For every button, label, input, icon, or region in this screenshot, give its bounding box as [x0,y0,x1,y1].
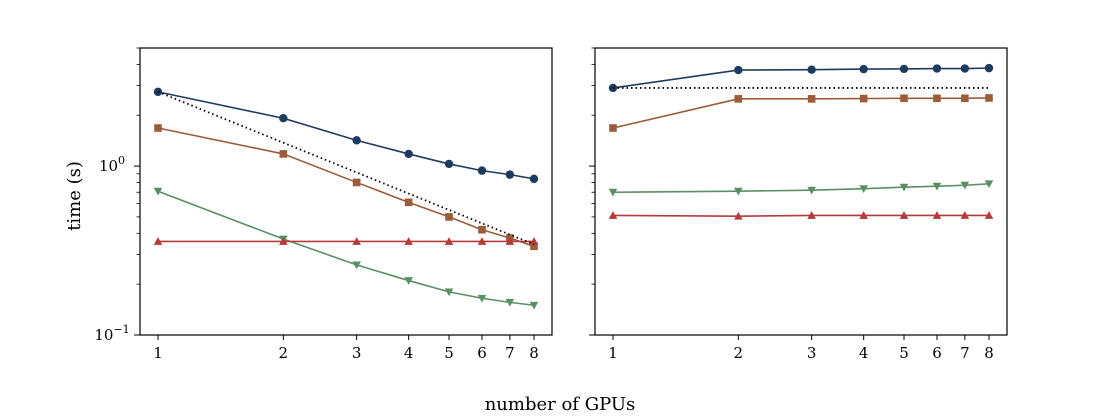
data-point-series-2 [279,150,288,158]
data-point-series-1 [734,65,743,75]
data-point-series-4 [352,237,361,245]
data-point-series-3 [608,188,618,197]
data-point-series-3 [932,182,942,191]
data-point-series-3 [153,187,163,196]
data-point-series-4 [807,211,816,219]
data-point-series-1 [529,174,539,184]
data-point-series-4 [608,211,618,219]
data-point-series-1 [859,64,868,74]
panel-left: 1 2 3 4 5 6 7 8 100 10−1 [94,47,553,362]
x-tick-label: 6 [477,344,487,362]
data-point-series-1 [984,63,994,73]
y-tick-label: 10−1 [94,323,129,344]
data-point-series-2 [445,213,453,221]
data-point-series-2 [900,94,908,103]
data-point-series-3 [984,180,994,189]
series-line-series-1 [612,67,990,89]
x-axis-label: number of GPUs [485,394,636,415]
data-point-series-4 [505,237,515,245]
x-tick-label: 7 [960,344,970,362]
data-point-series-1 [932,64,942,73]
data-point-series-3 [807,186,816,195]
data-point-series-1 [807,65,816,74]
series-line-series-1 [157,91,535,180]
data-point-series-1 [505,170,515,179]
data-point-series-1 [404,149,413,159]
x-tick-label: 3 [352,344,362,362]
data-point-series-4 [734,211,743,220]
data-point-series-4 [529,237,539,245]
data-point-series-3 [859,185,868,193]
plot-frame [139,47,553,336]
data-point-series-4 [444,237,454,245]
x-tick-label: 5 [444,344,454,362]
y-tick-exponent: 0 [118,154,125,167]
series-line-series-2 [612,97,990,129]
data-point-series-4 [153,237,163,245]
data-point-series-2 [154,124,162,132]
data-point-series-1 [899,64,909,74]
data-point-series-3 [899,183,909,192]
data-point-series-4 [859,211,868,219]
plot-frame [594,47,1008,336]
series-line-series-4 [612,214,989,218]
data-point-series-1 [279,114,288,123]
data-point-series-3 [352,261,361,270]
x-tick-label: 4 [859,344,869,362]
data-point-series-4 [960,211,970,219]
data-point-series-3 [960,181,970,190]
data-point-series-2 [478,225,486,234]
series-line-series-2 [157,127,535,248]
data-point-series-2 [985,94,993,102]
data-point-series-4 [477,237,487,245]
series-line-series-3 [612,183,990,194]
data-point-series-1 [960,64,970,73]
y-axis-label: time (s) [64,161,85,231]
data-point-series-3 [505,298,515,307]
y-tick-label: 100 [99,154,125,175]
data-point-series-2 [352,178,361,187]
x-tick-label: 1 [608,344,618,362]
data-point-series-4 [404,237,413,245]
x-tick-label: 6 [932,344,942,362]
x-tick-label: 8 [984,344,994,362]
series-line-ideal [157,91,535,246]
data-point-series-4 [932,211,942,219]
data-point-series-3 [477,294,487,303]
data-point-series-3 [734,187,743,196]
x-tick-label: 4 [404,344,414,362]
x-tick-label: 2 [279,344,289,362]
data-point-series-1 [153,87,163,97]
data-point-series-2 [530,242,538,251]
data-point-series-4 [984,211,994,219]
x-tick-label: 5 [899,344,909,362]
data-point-series-4 [899,211,909,219]
data-point-series-1 [477,166,487,175]
x-tick-label: 2 [734,344,744,362]
data-point-series-1 [352,136,361,145]
x-tick-label: 1 [153,344,163,362]
x-tick-label: 3 [807,344,817,362]
data-point-series-3 [404,277,413,285]
data-point-series-2 [734,95,743,103]
data-point-series-2 [609,124,617,132]
data-point-series-4 [279,237,288,245]
data-point-series-2 [933,94,941,103]
data-point-series-2 [807,95,816,103]
x-tick-label: 7 [505,344,515,362]
data-point-series-2 [859,94,868,103]
data-point-series-2 [961,94,969,103]
y-tick-exponent: −1 [113,323,129,336]
data-point-series-3 [444,288,454,297]
data-point-series-1 [444,159,454,169]
data-point-series-3 [529,301,539,310]
data-point-series-2 [404,198,413,207]
x-tick-label: 8 [529,344,539,362]
series-line-series-3 [157,190,535,307]
